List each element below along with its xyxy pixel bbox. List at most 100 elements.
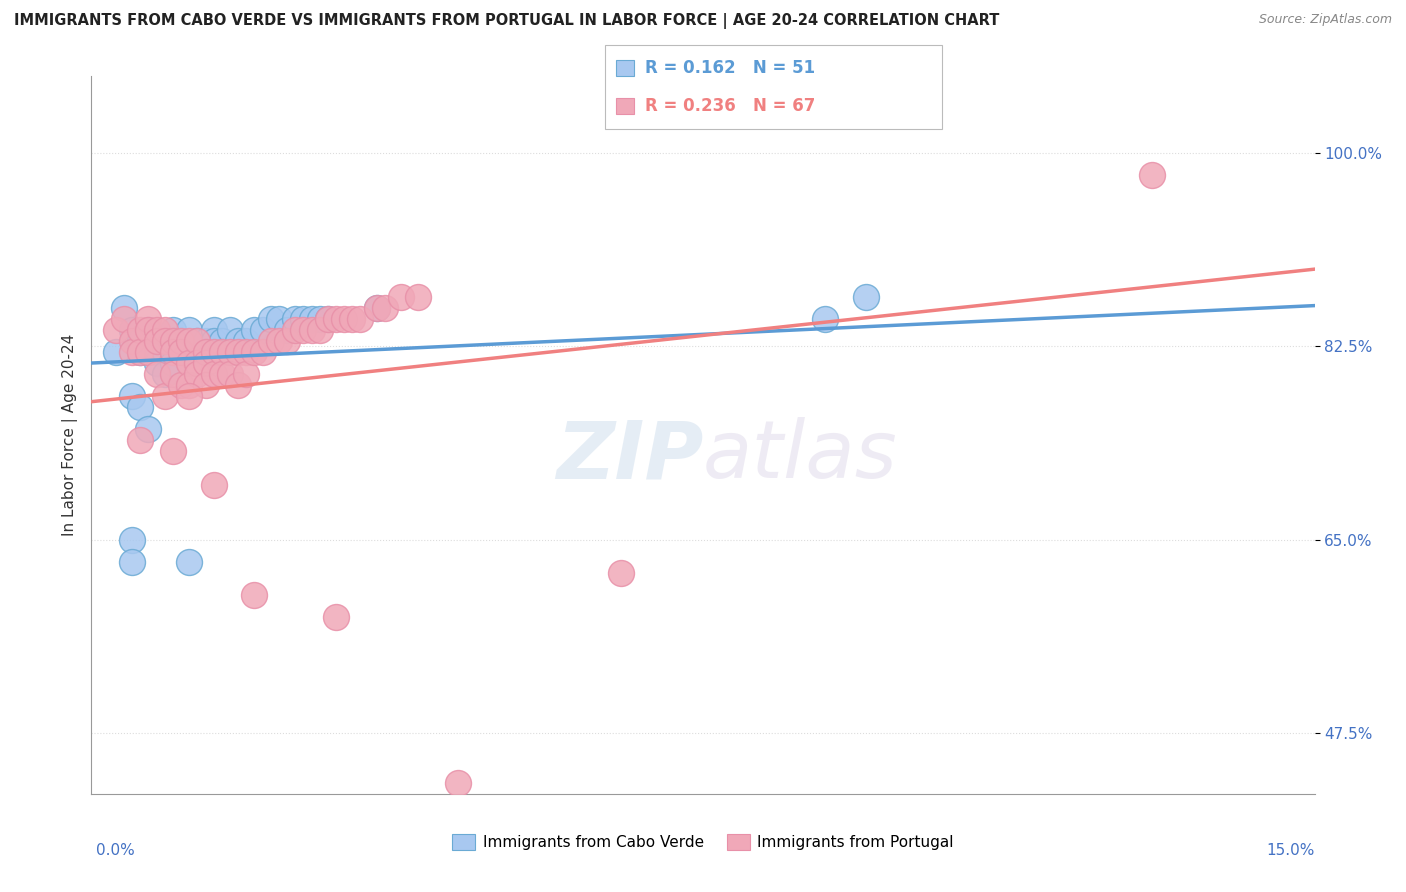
Point bbox=[138, 323, 160, 337]
Point bbox=[202, 477, 225, 491]
Point bbox=[145, 345, 167, 359]
Point bbox=[325, 610, 347, 624]
Point bbox=[162, 323, 184, 337]
Point bbox=[202, 334, 225, 348]
Point bbox=[610, 566, 633, 580]
Point bbox=[202, 345, 225, 359]
Point bbox=[308, 311, 330, 326]
Point bbox=[121, 555, 143, 569]
Point bbox=[292, 323, 315, 337]
Text: ZIP: ZIP bbox=[555, 417, 703, 495]
Point bbox=[252, 345, 274, 359]
Point bbox=[366, 301, 388, 315]
Point bbox=[170, 345, 193, 359]
Point bbox=[260, 334, 283, 348]
Point bbox=[406, 290, 429, 304]
Point bbox=[855, 290, 877, 304]
Point bbox=[170, 378, 193, 392]
Text: atlas: atlas bbox=[703, 417, 898, 495]
Point bbox=[129, 334, 152, 348]
Point bbox=[153, 389, 176, 403]
Point bbox=[211, 367, 233, 381]
Point bbox=[235, 367, 257, 381]
Point bbox=[170, 334, 193, 348]
Point bbox=[814, 311, 837, 326]
Point bbox=[226, 334, 249, 348]
Point bbox=[104, 345, 127, 359]
Point bbox=[162, 334, 184, 348]
Point bbox=[211, 345, 233, 359]
Point bbox=[194, 378, 217, 392]
Point bbox=[129, 401, 152, 415]
Point bbox=[179, 323, 201, 337]
Point bbox=[186, 334, 208, 348]
Point bbox=[121, 533, 143, 547]
Text: R = 0.162   N = 51: R = 0.162 N = 51 bbox=[645, 60, 815, 78]
Point bbox=[138, 345, 160, 359]
Point bbox=[121, 323, 143, 337]
Text: IMMIGRANTS FROM CABO VERDE VS IMMIGRANTS FROM PORTUGAL IN LABOR FORCE | AGE 20-2: IMMIGRANTS FROM CABO VERDE VS IMMIGRANTS… bbox=[14, 13, 1000, 29]
Point bbox=[162, 345, 184, 359]
Point bbox=[138, 422, 160, 436]
Point bbox=[219, 323, 242, 337]
Point bbox=[129, 323, 152, 337]
Point bbox=[186, 334, 208, 348]
Point bbox=[104, 323, 127, 337]
Point bbox=[138, 334, 160, 348]
Point bbox=[145, 323, 167, 337]
Y-axis label: In Labor Force | Age 20-24: In Labor Force | Age 20-24 bbox=[62, 334, 77, 536]
Point bbox=[260, 311, 283, 326]
Point bbox=[325, 311, 347, 326]
Point bbox=[129, 345, 152, 359]
Point bbox=[211, 334, 233, 348]
Point bbox=[145, 334, 167, 348]
Point bbox=[170, 345, 193, 359]
Text: 0.0%: 0.0% bbox=[96, 843, 135, 858]
Point bbox=[316, 311, 339, 326]
Point bbox=[179, 555, 201, 569]
Point bbox=[153, 334, 176, 348]
Point bbox=[186, 356, 208, 370]
Point bbox=[202, 323, 225, 337]
Point bbox=[349, 311, 371, 326]
Point bbox=[284, 323, 307, 337]
Point bbox=[145, 334, 167, 348]
Point bbox=[162, 334, 184, 348]
Point bbox=[162, 367, 184, 381]
Point bbox=[179, 378, 201, 392]
Point bbox=[219, 345, 242, 359]
Point bbox=[284, 311, 307, 326]
Point bbox=[276, 334, 298, 348]
Point bbox=[301, 311, 323, 326]
Point bbox=[162, 444, 184, 458]
Point bbox=[138, 311, 160, 326]
Point bbox=[301, 323, 323, 337]
Point bbox=[292, 311, 315, 326]
Point bbox=[243, 588, 266, 602]
Point bbox=[1140, 168, 1163, 182]
Point bbox=[121, 389, 143, 403]
Point bbox=[121, 345, 143, 359]
Point bbox=[112, 301, 135, 315]
Point bbox=[145, 367, 167, 381]
Point bbox=[179, 356, 201, 370]
Point bbox=[121, 334, 143, 348]
Point bbox=[179, 345, 201, 359]
Point bbox=[267, 334, 290, 348]
Point bbox=[235, 334, 257, 348]
Point bbox=[153, 345, 176, 359]
Point bbox=[235, 345, 257, 359]
Text: R = 0.236   N = 67: R = 0.236 N = 67 bbox=[645, 96, 815, 114]
Point bbox=[186, 345, 208, 359]
Point bbox=[243, 345, 266, 359]
Point bbox=[219, 367, 242, 381]
Point bbox=[112, 311, 135, 326]
Legend: Immigrants from Cabo Verde, Immigrants from Portugal: Immigrants from Cabo Verde, Immigrants f… bbox=[444, 827, 962, 858]
Point bbox=[153, 323, 176, 337]
Point bbox=[226, 378, 249, 392]
Point bbox=[170, 334, 193, 348]
Point bbox=[333, 311, 356, 326]
Point bbox=[194, 345, 217, 359]
Point bbox=[276, 323, 298, 337]
Point bbox=[138, 345, 160, 359]
